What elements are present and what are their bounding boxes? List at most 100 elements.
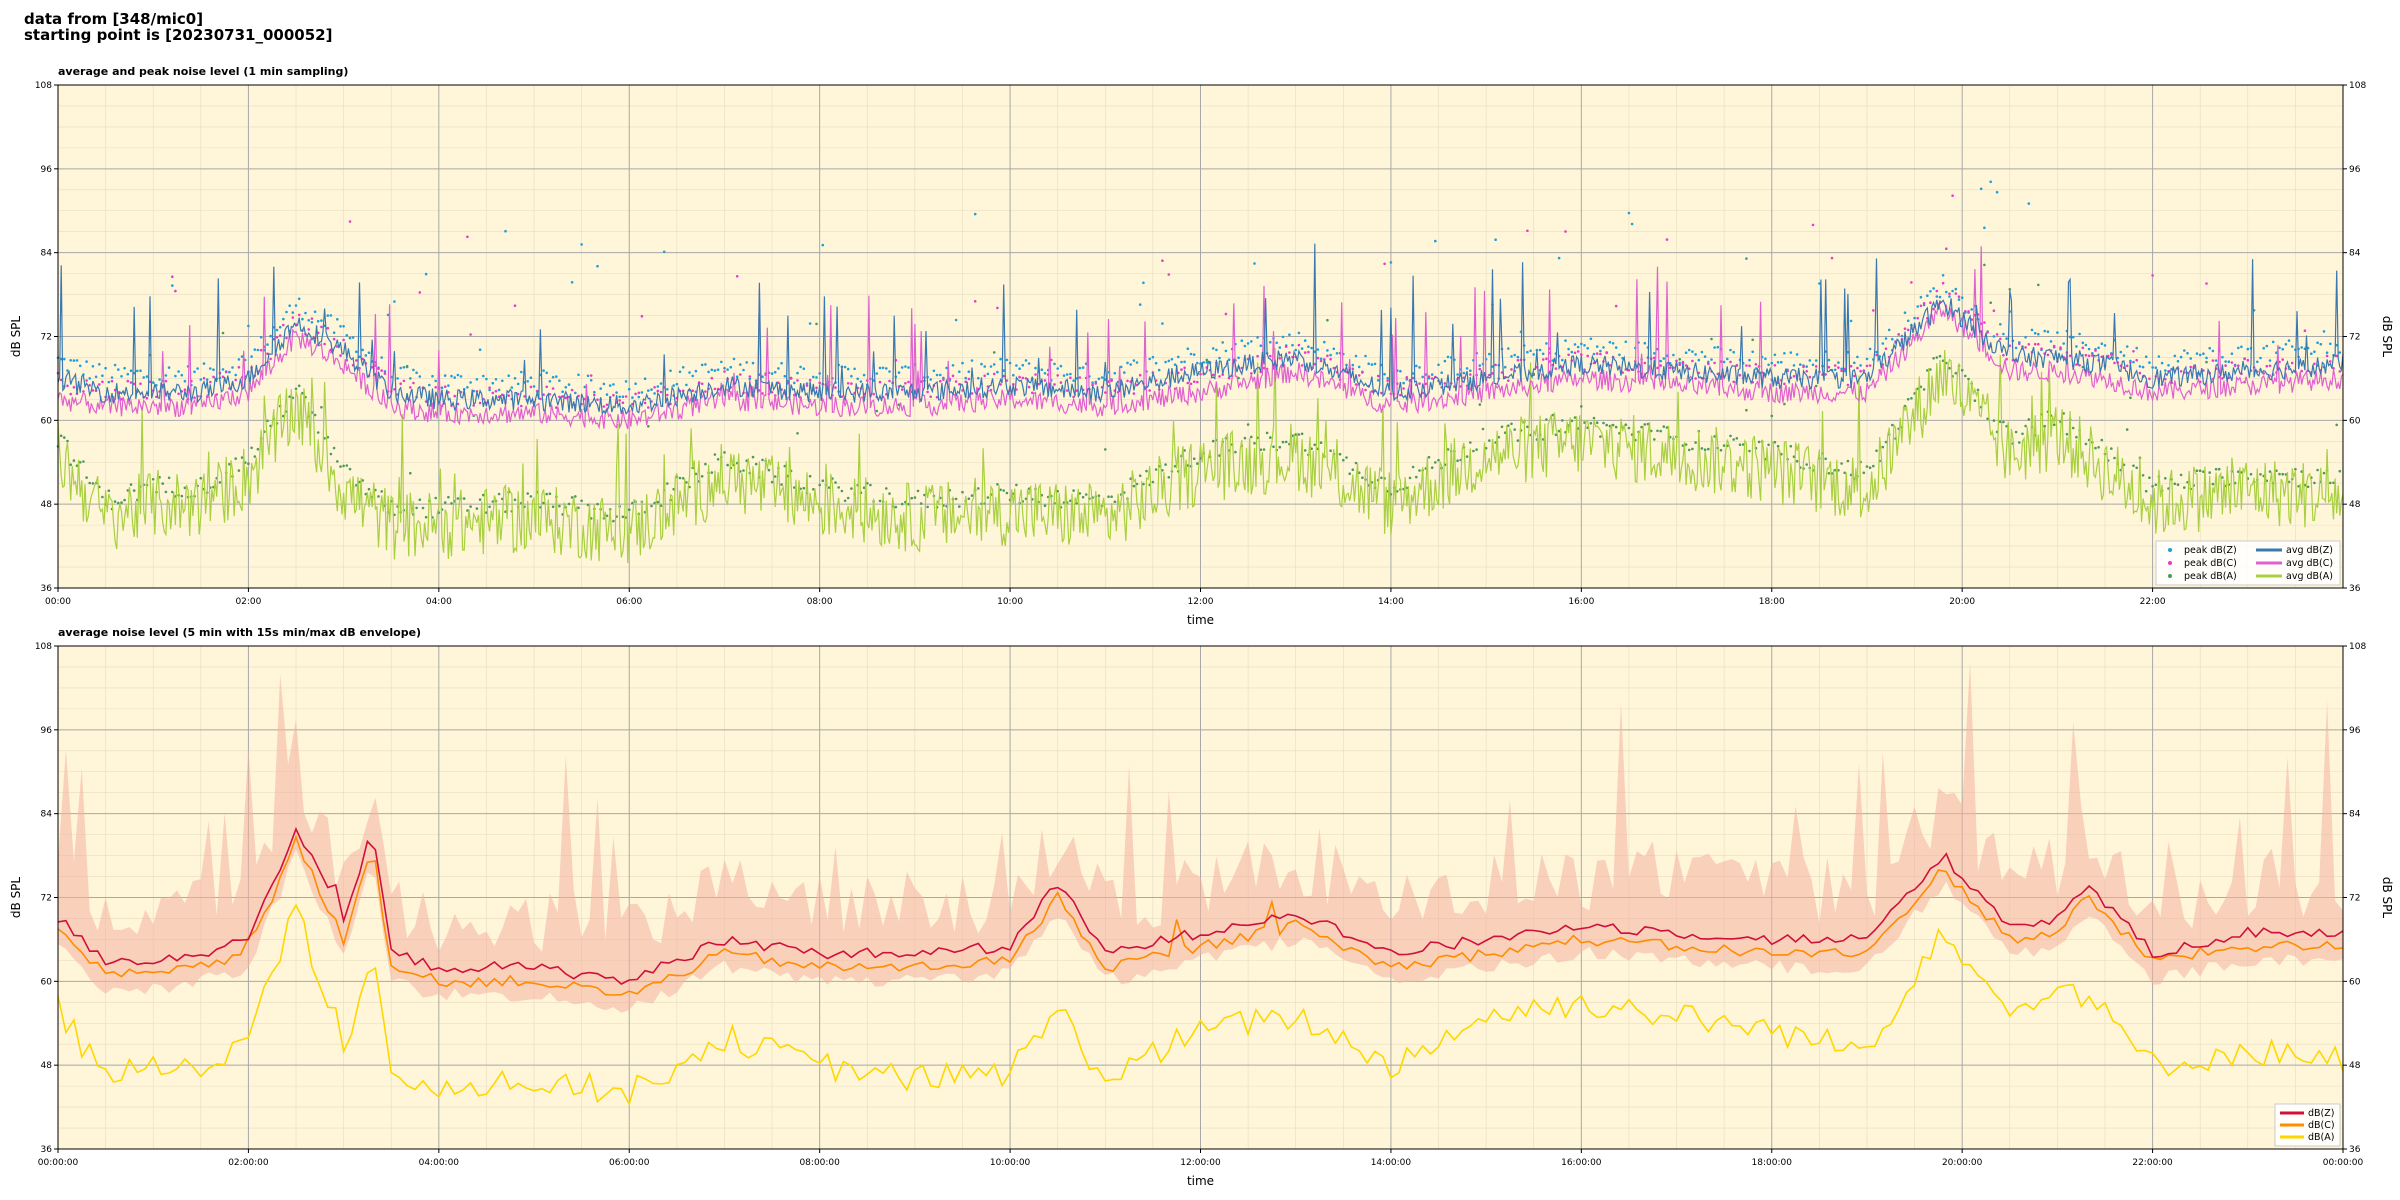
peak-point <box>1113 371 1117 375</box>
peak-point <box>266 343 269 346</box>
peak-point <box>1948 292 1951 296</box>
peak-point <box>1256 336 1259 339</box>
peak-point <box>1246 342 1250 345</box>
peak-point <box>2078 332 2081 336</box>
peak-point <box>1875 449 1878 453</box>
y-tick-label-right: 60 <box>2349 977 2361 987</box>
peak-point <box>1376 379 1380 382</box>
legend-label: avg dB(A) <box>2286 571 2333 582</box>
peak-point <box>1078 376 1082 379</box>
peak-point <box>577 394 580 398</box>
peak-point <box>2052 344 2056 348</box>
peak-point <box>1738 443 1742 447</box>
peak-point <box>520 370 523 374</box>
peak-point <box>681 477 685 480</box>
peak-point <box>980 362 983 366</box>
peak-point <box>1935 295 1939 298</box>
peak-point <box>1586 354 1589 358</box>
peak-point <box>1989 180 1992 184</box>
peak-point <box>475 378 479 381</box>
peak-point <box>361 348 365 352</box>
peak-point <box>1983 263 1986 267</box>
peak-point <box>1488 439 1491 442</box>
peak-point <box>713 453 717 456</box>
peak-point <box>1008 361 1012 365</box>
peak-point <box>685 383 688 387</box>
peak-point <box>789 377 793 380</box>
peak-point <box>2056 331 2059 334</box>
peak-point <box>1567 347 1570 351</box>
peak-point <box>992 372 996 376</box>
plot-frame <box>57 645 2344 1150</box>
peak-point <box>1510 368 1513 371</box>
peak-point <box>513 377 517 380</box>
peak-point <box>2075 363 2078 366</box>
peak-point <box>1824 373 1827 376</box>
peak-point <box>221 331 225 335</box>
peak-point <box>574 495 577 498</box>
peak-point <box>1043 504 1047 508</box>
peak-point <box>221 368 225 371</box>
peak-point <box>808 322 812 325</box>
peak-point <box>1494 363 1497 367</box>
peak-point <box>167 476 171 480</box>
peak-point <box>580 243 583 246</box>
peak-point <box>691 374 694 378</box>
peak-point <box>491 391 495 395</box>
peak-point <box>932 369 936 373</box>
peak-point <box>2081 365 2085 369</box>
peak-point <box>1865 357 1869 361</box>
peak-point <box>1405 378 1409 381</box>
peak-point <box>1269 354 1272 358</box>
peak-point <box>364 492 368 496</box>
peak-point <box>593 393 596 397</box>
peak-point <box>1161 259 1164 263</box>
peak-point <box>1507 347 1510 350</box>
peak-point <box>1494 238 1497 241</box>
peak-point <box>212 375 215 379</box>
peak-point <box>1583 421 1586 424</box>
peak-point <box>2338 469 2342 473</box>
peak-point <box>2256 360 2259 364</box>
peak-point <box>1837 361 1840 364</box>
peak-point <box>951 364 955 367</box>
peak-point <box>1776 444 1780 448</box>
peak-point <box>256 447 260 451</box>
peak-point <box>1802 365 1805 369</box>
peak-point <box>1967 310 1970 313</box>
peak-point <box>1808 359 1812 362</box>
peak-point <box>1345 456 1348 459</box>
peak-point <box>440 386 444 390</box>
legend-marker <box>2168 548 2172 552</box>
peak-point <box>1018 367 1021 371</box>
peak-point <box>999 357 1002 361</box>
peak-point <box>1643 423 1647 426</box>
peak-point <box>907 380 910 384</box>
peak-point <box>548 380 552 383</box>
peak-point <box>1595 421 1599 425</box>
peak-point <box>307 328 311 331</box>
peak-point <box>1113 500 1117 504</box>
peak-point <box>1735 364 1739 367</box>
peak-point <box>405 364 409 368</box>
peak-point <box>1294 348 1297 352</box>
y-tick-label-left: 108 <box>35 642 52 652</box>
peak-point <box>624 395 628 398</box>
peak-point <box>808 378 812 382</box>
peak-point <box>678 476 682 480</box>
peak-point <box>164 374 168 377</box>
peak-point <box>310 317 314 320</box>
peak-point <box>850 382 853 385</box>
peak-point <box>466 509 469 512</box>
peak-point <box>1868 347 1872 351</box>
x-tick-label: 08:00:00 <box>799 1158 840 1168</box>
peak-point <box>939 379 942 383</box>
peak-point <box>723 451 726 454</box>
peak-point <box>551 387 555 390</box>
peak-point <box>1576 345 1580 349</box>
peak-point <box>228 370 231 374</box>
peak-point <box>647 389 650 392</box>
peak-point <box>1237 356 1240 360</box>
peak-point <box>2214 467 2218 471</box>
peak-point <box>1995 190 1999 194</box>
